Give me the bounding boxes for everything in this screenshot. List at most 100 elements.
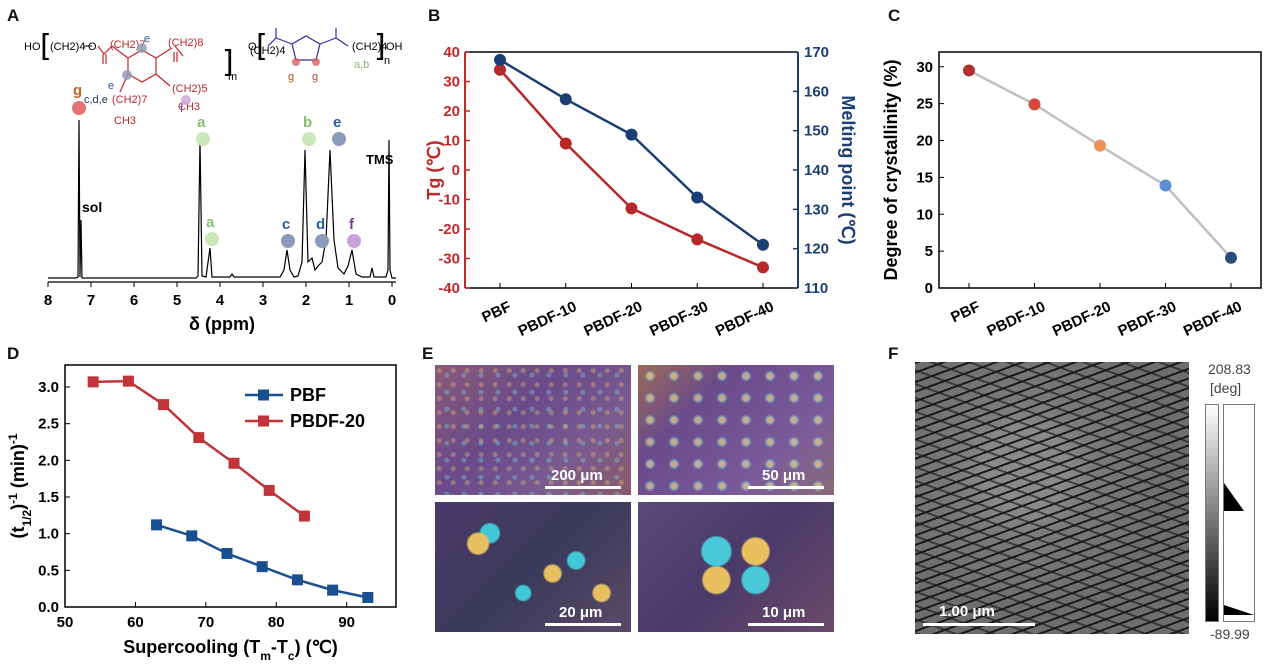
plot-frame [64,364,397,608]
x-tick-label: PBF [948,298,982,326]
struct-ho: HO [24,41,41,53]
struct-ch2-7b: (CH2)7 [112,94,147,106]
data-point [559,137,572,150]
colorbar-unit: [deg] [1210,380,1242,396]
data-point [221,547,233,559]
colorbar-histogram [1223,404,1255,622]
struct-ch2-4c: (CH2)4 [352,41,387,53]
x-tick-label: PBDF-20 [1050,298,1114,340]
data-point [494,53,506,66]
scale-bar-50um [748,486,824,489]
panel-label-f: F [888,344,899,363]
right-tick-label: 170 [804,44,829,61]
y-tick-label: 25 [916,96,933,113]
panel-label-b: B [428,6,441,25]
nmr-x-tick-label: 6 [130,292,138,309]
y-tick-label: 20 [916,133,933,150]
right-tick-label: 120 [804,241,829,258]
data-point [298,510,310,522]
y-axis-label: (t1/2)-1 (min)-1 [6,433,34,538]
svg-text:]: ] [222,45,234,80]
scale-label-10um: 10 μm [762,604,806,621]
chart-tg-melting-point: 40 30 20 10 0 -10 -20 -30 -40 170 160 150 140 130 120 1… [424,44,858,340]
data-point [757,261,769,274]
nmr-x-ticks: 8 7 6 5 4 3 2 1 0 [44,282,396,309]
data-point [256,561,268,573]
data-point [327,584,339,596]
x-tick-label: PBDF-10 [516,298,580,340]
struct-label-e1: e [144,33,150,45]
data-point [625,128,638,141]
plot-frame [938,51,1262,289]
struct-label-ab: a,b [354,59,369,71]
y-tick-label: 5 [925,243,933,260]
data-point [625,202,638,215]
data-point [193,432,205,444]
x-tick-label: PBDF-40 [1181,298,1245,340]
x-tick-label: 70 [198,614,215,631]
struct-ch2-8: (CH2)8 [168,37,203,49]
legend-marker [258,389,269,401]
series-line [499,58,764,246]
struct-o2: O [248,41,257,53]
struct-ch3a: CH3 [114,115,136,127]
peak-label-a2: a [206,214,215,231]
right-tick-label: 140 [804,162,829,179]
y-tick-label: 0 [925,280,933,297]
panel-label-d: D [7,344,20,363]
colorbar-min: -89.99 [1210,626,1250,642]
nmr-x-tick-label: 2 [302,292,310,309]
right-tick-label: 160 [804,83,829,100]
svg-text:[: [ [40,29,52,64]
data-point [158,399,170,411]
struct-n: n [384,55,390,67]
nmr-x-tick-label: 4 [216,292,225,309]
struct-ch2-7a: (CH2)7 [110,39,145,51]
struct-label-g2: g [312,71,318,83]
data-point [691,191,704,204]
data-point [228,457,240,469]
struct-ch2-5: (CH2)5 [172,83,207,95]
afm-scale-bar [923,623,1035,626]
chart-crystallinity: 0 5 10 15 20 25 30 PBF PBDF-10 PBDF-20 PBDF-30 PBDF… [881,51,1262,340]
peak-label-d: d [316,216,325,233]
data-point [87,376,99,388]
left-tick-label: 20 [443,103,460,120]
series-line [499,68,764,269]
struct-oh: OH [386,41,403,53]
data-point [151,519,163,531]
legend-label: PBDF-20 [290,411,365,431]
data-point [186,530,198,542]
struct-ch2-4a: (CH2)4 [50,41,85,53]
pom-image-20um: 20 μm [435,502,631,632]
data-point [494,63,506,76]
data-point [1159,179,1172,192]
x-tick-label: PBDF-30 [647,298,711,340]
x-tick-label: PBF [479,298,513,326]
nmr-x-tick-label: 3 [259,292,267,309]
left-tick-label: -20 [438,221,460,238]
y-tick-label: 3.0 [38,379,59,396]
left-tick-label: -30 [438,251,460,268]
svg-text:]: ] [374,29,386,64]
afm-scale-label: 1.00 μm [939,603,995,620]
peak-label-tms: TMS [366,152,394,167]
right-axis-label: Melting point (℃) [838,95,858,244]
scale-label-200um: 200 μm [551,467,603,484]
data-point [559,93,572,106]
nmr-x-tick-label: 8 [44,292,52,309]
nmr-trace [48,119,396,279]
x-tick-label: 50 [57,614,74,631]
crystallinity-line [968,69,1232,259]
struct-o1: O [88,41,97,53]
pom-image-200um: 200 μm [435,365,631,495]
left-tick-label: 30 [443,74,460,91]
y-tick-label: 2.0 [38,452,59,469]
colorbar-max: 208.83 [1208,361,1251,377]
nmr-x-axis-label: δ (ppm) [189,314,255,334]
left-tick-label: 10 [443,133,460,150]
left-tick-label: 40 [443,44,460,61]
struct-m: m [228,71,237,83]
x-tick-label: PBDF-20 [581,298,645,340]
pom-image-50um: 50 μm [638,365,834,495]
